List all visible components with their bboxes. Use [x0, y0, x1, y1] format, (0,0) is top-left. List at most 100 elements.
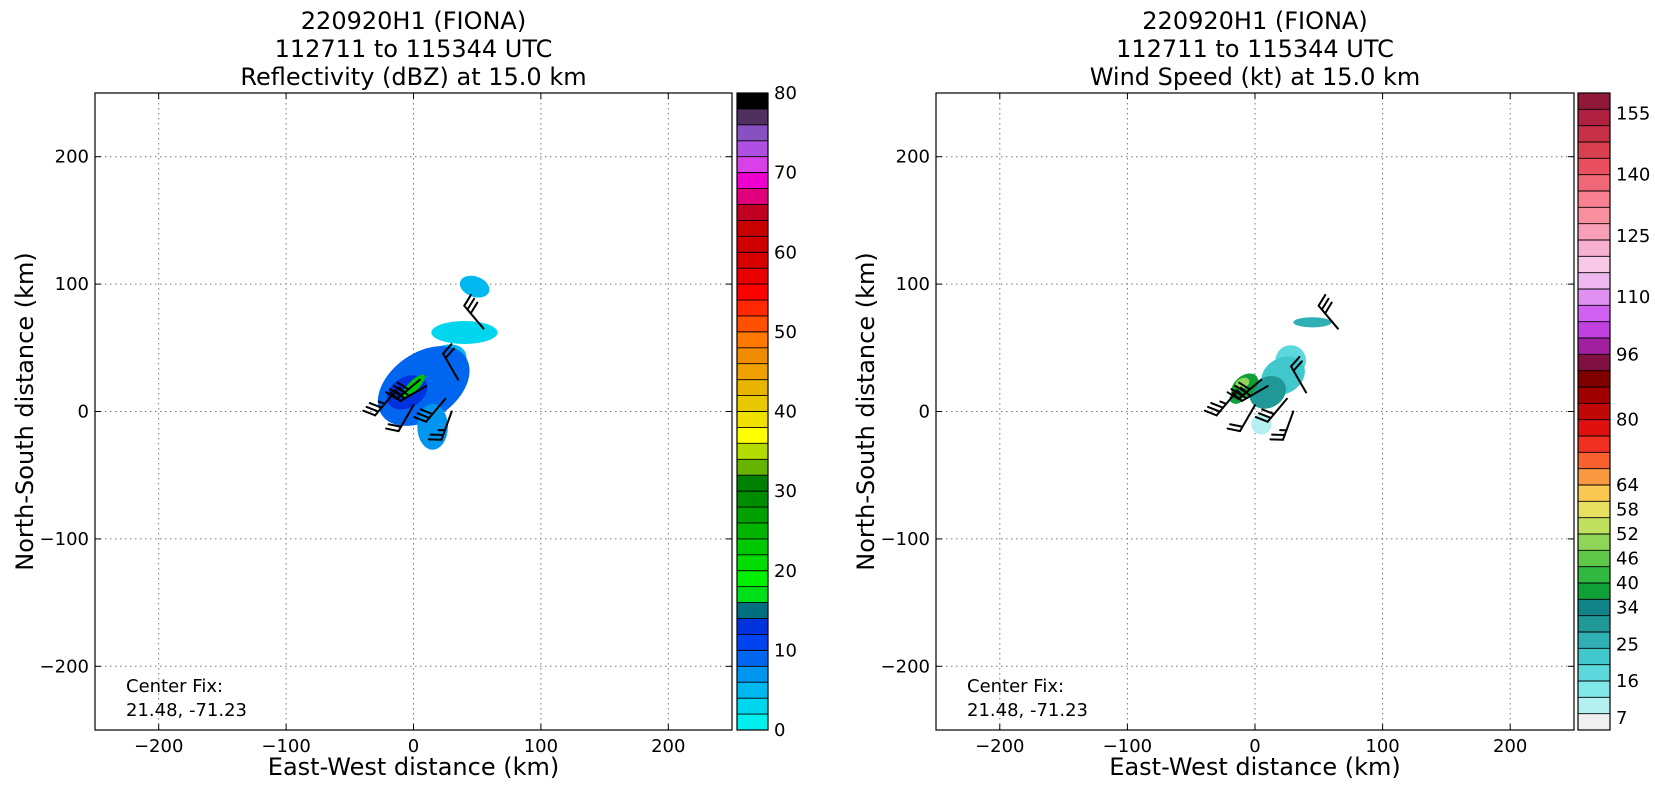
colorbar-tick-label: 58: [1616, 500, 1639, 521]
chart-title-line: 220920H1 (FIONA): [1142, 7, 1367, 35]
colorbar-tick-label: 7: [1616, 708, 1627, 729]
colorbar-segment: [1578, 109, 1610, 126]
grid-lines: [95, 93, 732, 730]
colorbar-segment: [1578, 338, 1610, 355]
colorbar-segment: [1578, 501, 1610, 518]
colorbar-tick-label: 46: [1616, 549, 1639, 570]
colorbar-segment: [1578, 305, 1610, 322]
barb-flag: [469, 301, 479, 315]
x-tick-label: −100: [1103, 736, 1152, 757]
colorbar-segment: [737, 666, 768, 683]
colorbar-segment: [737, 347, 768, 365]
chart-2: 220920H1 (FIONA)112711 to 115344 UTCWind…: [852, 7, 1650, 781]
colorbar-segment: [737, 140, 768, 157]
colorbar-tick-label: 125: [1616, 226, 1650, 247]
colorbar-segment: [737, 331, 768, 349]
colorbar-segment: [1578, 289, 1610, 306]
y-tick-label: 100: [55, 274, 89, 295]
barb-flag: [1210, 402, 1225, 409]
colorbar-segment: [1578, 599, 1610, 616]
colorbar-segment: [1578, 713, 1610, 731]
center-fix-annotation: 21.48, -71.23: [126, 700, 247, 721]
colorbar-segment: [737, 570, 768, 587]
barb-flag: [1317, 293, 1327, 307]
colorbar-segment: [737, 204, 768, 221]
barb-flag: [1226, 391, 1240, 400]
barb-half-flag: [377, 400, 386, 405]
chart-title-line: 112711 to 115344 UTC: [275, 35, 553, 63]
colorbar-segment: [737, 411, 768, 428]
colorbar-segment: [1578, 207, 1610, 224]
colorbar-tick-label: 52: [1616, 524, 1639, 545]
barb-flag: [463, 293, 472, 307]
center-fix-annotation: Center Fix:: [126, 676, 223, 697]
barb-flag: [1261, 408, 1276, 416]
barb-flag: [368, 402, 383, 409]
colorbar-segment: [737, 491, 768, 508]
colorbar-tick-label: 60: [774, 242, 797, 263]
colorbar-segment: [1578, 191, 1610, 208]
colorbar-tick-label: 16: [1616, 671, 1639, 692]
colorbar-segment: [737, 172, 768, 189]
wind-barb: [1269, 410, 1295, 441]
colorbar-segment: [1578, 272, 1610, 290]
x-tick-label: −200: [134, 736, 183, 757]
colorbar-segment: [737, 682, 768, 699]
x-tick-label: 200: [651, 736, 685, 757]
barb-flag: [1292, 360, 1303, 372]
barb-flag: [1229, 423, 1244, 428]
wind-barb: [362, 391, 396, 417]
colorbar-segment: [737, 714, 768, 731]
barb-flag: [442, 343, 453, 355]
barb-flag: [387, 423, 402, 428]
data-cell: [1251, 414, 1272, 435]
barb-flag: [1235, 389, 1248, 400]
data-field: [1229, 317, 1332, 435]
colorbar-segment: [737, 236, 768, 253]
colorbar-segment: [737, 268, 768, 285]
y-tick-label: 0: [919, 402, 930, 423]
colorbar-tick-label: 110: [1616, 287, 1650, 308]
colorbar-segment: [737, 538, 768, 556]
wind-barb: [442, 343, 460, 381]
barb-flag: [1258, 412, 1272, 419]
colorbar-segment: [737, 156, 768, 173]
wind-barb: [1290, 355, 1308, 394]
colorbar-tick-label: 10: [774, 640, 797, 661]
wind-barb: [385, 404, 415, 433]
colorbar-segment: [737, 108, 768, 126]
colorbar-segment: [1578, 485, 1610, 502]
colorbar-segment: [1578, 517, 1610, 535]
chart-title-line: Wind Speed (kt) at 15.0 km: [1090, 63, 1421, 91]
x-tick-label: 100: [1365, 736, 1399, 757]
colorbar-segment: [737, 522, 768, 540]
y-tick-label: −100: [40, 529, 89, 550]
barb-flag: [1290, 355, 1301, 368]
wind-barb: [463, 293, 485, 330]
y-tick-label: 100: [896, 274, 930, 295]
colorbar-tick-label: 96: [1616, 344, 1639, 365]
barb-flag: [385, 427, 400, 433]
y-tick-label: −200: [40, 656, 89, 677]
colorbar-segment: [737, 602, 768, 619]
colorbar-tick-label: 40: [774, 402, 797, 423]
colorbar-tick-label: 50: [774, 322, 797, 343]
colorbar-tick-label: 80: [1616, 410, 1639, 431]
colorbar: 0 10 20 30 40 50 60 70 80: [736, 83, 797, 741]
x-tick-label: 200: [1493, 736, 1527, 757]
y-axis-label: North-South distance (km): [852, 252, 880, 571]
colorbar-segment: [1578, 93, 1610, 110]
colorbar-segment: [737, 252, 768, 269]
y-tick-label: 200: [896, 147, 930, 168]
x-axis-label: East-West distance (km): [1109, 753, 1400, 781]
colorbar-segment: [1578, 632, 1610, 649]
barb-flag: [1226, 427, 1241, 433]
colorbar-segment: [1578, 419, 1610, 437]
barb-flag: [466, 297, 476, 311]
colorbar-segment: [1578, 223, 1610, 241]
colorbar: 7 16 25 34 40 46 52 58 64 80 96 110 125 140 155: [1577, 92, 1650, 731]
colorbar-segment: [1578, 370, 1610, 388]
colorbar-segment: [737, 443, 768, 460]
colorbar-segment: [737, 284, 768, 301]
colorbar-tick-label: 64: [1616, 475, 1639, 496]
